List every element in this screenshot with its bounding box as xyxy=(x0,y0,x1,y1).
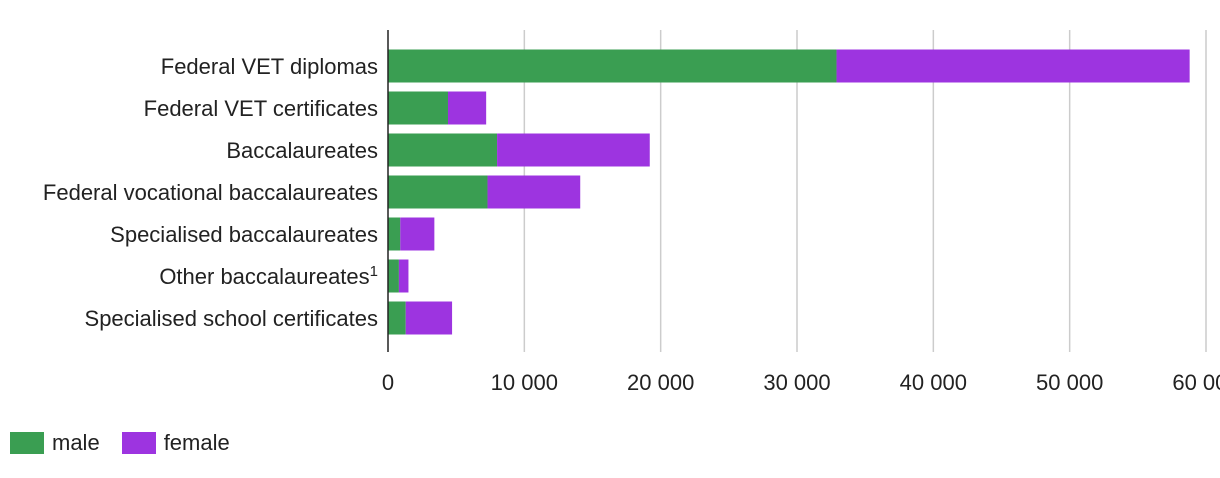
category-label: Other baccalaureates1 xyxy=(159,263,378,289)
category-label: Federal VET certificates xyxy=(144,96,378,121)
bar-segment-male xyxy=(388,91,448,125)
x-tick-label: 30 000 xyxy=(763,370,830,395)
legend-swatch-female xyxy=(121,432,156,454)
bar-segment-male xyxy=(388,49,837,83)
bar-segment-female xyxy=(405,301,453,335)
bar-segment-male xyxy=(388,217,401,251)
x-tick-label: 50 000 xyxy=(1036,370,1103,395)
x-tick-label: 0 xyxy=(382,370,394,395)
bar-segment-female xyxy=(497,133,650,167)
bar-segment-female xyxy=(400,217,435,251)
bars xyxy=(388,49,1190,335)
category-label: Specialised baccalaureates xyxy=(110,222,378,247)
bar-segment-female xyxy=(398,259,409,293)
bar-segment-male xyxy=(388,133,498,167)
x-tick-label: 10 000 xyxy=(491,370,558,395)
legend: male female xyxy=(10,430,252,456)
legend-label-male: male xyxy=(52,430,100,455)
legend-item-female: female xyxy=(121,430,230,456)
bar-segment-male xyxy=(388,175,488,209)
category-labels: Federal VET diplomas Federal VET certific… xyxy=(43,54,378,331)
x-tick-label: 20 000 xyxy=(627,370,694,395)
category-label: Baccalaureates xyxy=(226,138,378,163)
x-tick-label: 40 000 xyxy=(900,370,967,395)
category-label: Federal vocational baccalaureates xyxy=(43,180,378,205)
category-label: Specialised school certificates xyxy=(85,306,378,331)
bar-segment-male xyxy=(388,301,406,335)
bar-segment-female xyxy=(447,91,487,125)
bar-segment-male xyxy=(388,259,399,293)
bar-segment-female xyxy=(836,49,1190,83)
gridlines xyxy=(523,30,1207,352)
legend-swatch-male xyxy=(10,432,44,454)
x-tick-label: 60 000 xyxy=(1172,370,1220,395)
footnote-marker: 1 xyxy=(370,263,378,280)
legend-item-male: male xyxy=(10,430,100,456)
bar-segment-female xyxy=(487,175,581,209)
legend-label-female: female xyxy=(163,430,230,455)
x-tick-labels: 0 10 000 20 000 30 000 40 000 50 000 60 000 xyxy=(382,370,1220,395)
category-label: Federal VET diplomas xyxy=(161,54,378,79)
